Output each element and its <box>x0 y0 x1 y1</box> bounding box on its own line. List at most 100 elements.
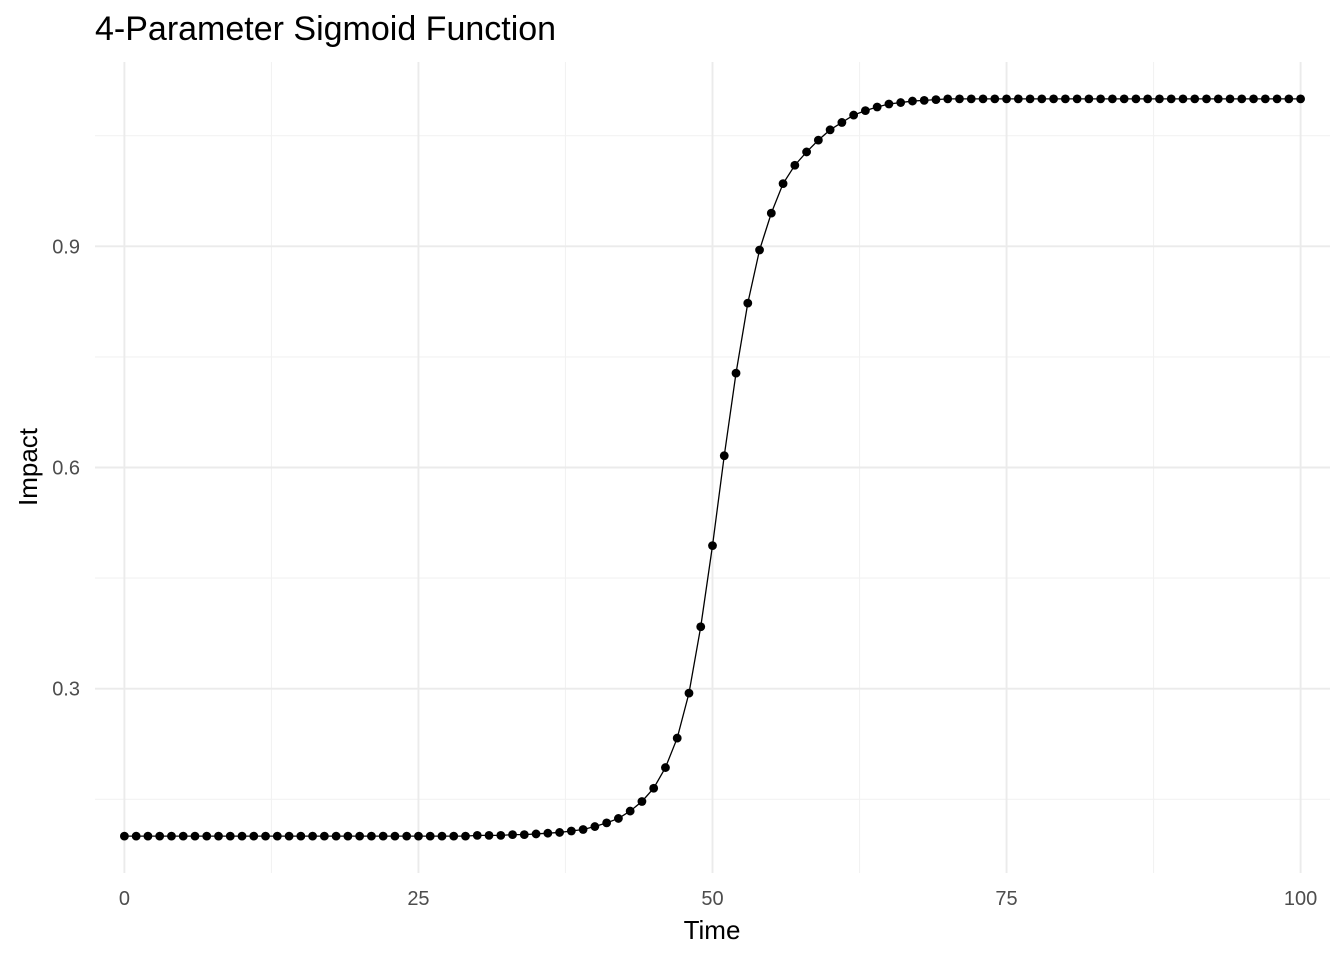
y-tick-label: 0.3 <box>52 679 80 701</box>
data-point <box>472 830 482 840</box>
data-point <box>990 94 1000 104</box>
data-point <box>790 160 800 170</box>
data-point <box>872 102 882 112</box>
data-point <box>261 831 270 841</box>
data-point <box>1072 94 1082 104</box>
data-point <box>602 818 612 828</box>
grid-lines <box>95 62 1330 873</box>
data-point <box>367 831 376 841</box>
data-point <box>1166 94 1176 104</box>
data-point <box>1096 94 1106 104</box>
data-point <box>649 783 659 793</box>
data-point <box>1225 94 1235 104</box>
data-point <box>1190 94 1200 104</box>
data-point <box>743 298 753 308</box>
data-point <box>731 368 741 378</box>
x-tick-label: 0 <box>119 888 130 910</box>
data-point <box>319 831 329 841</box>
data-point <box>1260 94 1270 104</box>
data-point <box>825 125 835 135</box>
data-point <box>1037 94 1047 104</box>
data-point <box>861 106 870 116</box>
data-point <box>155 831 165 841</box>
x-tick-label: 25 <box>407 888 429 910</box>
data-point <box>496 830 506 840</box>
data-point <box>884 99 894 109</box>
data-point <box>308 831 317 841</box>
data-point <box>1143 94 1153 104</box>
data-point <box>590 822 600 831</box>
data-point <box>1178 94 1188 104</box>
data-point <box>237 831 247 841</box>
data-point <box>1084 94 1094 104</box>
data-point <box>225 831 235 841</box>
data-point <box>978 94 988 104</box>
data-point <box>555 828 564 837</box>
data-point <box>1025 94 1035 104</box>
data-point <box>1272 94 1282 104</box>
data-point <box>1131 94 1141 104</box>
y-axis-title: Impact <box>13 427 43 506</box>
data-point <box>143 831 153 841</box>
data-point <box>414 831 423 841</box>
data-point <box>755 245 764 255</box>
data-point <box>214 831 223 841</box>
data-point <box>708 541 717 551</box>
data-point <box>331 831 341 841</box>
data-point <box>1119 94 1129 104</box>
tick-labels: 0 25 50 75 100 0.3 0.6 0.9 <box>52 236 1317 910</box>
data-point <box>272 831 282 841</box>
data-point <box>908 96 917 106</box>
data-point <box>943 94 953 104</box>
data-point <box>378 831 388 841</box>
data-point <box>896 98 906 107</box>
data-point <box>178 831 188 841</box>
y-tick-label: 0.9 <box>52 236 80 258</box>
data-point <box>966 94 976 104</box>
data-point <box>837 118 847 127</box>
data-point <box>672 733 682 743</box>
data-point <box>190 831 200 841</box>
data-point <box>461 831 470 841</box>
data-point <box>578 825 588 834</box>
data-point <box>637 797 647 806</box>
data-point <box>802 147 811 157</box>
data-point <box>1202 94 1211 104</box>
data-point <box>249 831 259 841</box>
data-point <box>661 763 670 772</box>
chart-title: 4-Parameter Sigmoid Function <box>95 10 556 48</box>
data-point <box>1060 94 1070 104</box>
data-point <box>449 831 459 841</box>
data-point <box>1108 94 1117 104</box>
data-point <box>778 179 788 189</box>
y-tick-label: 0.6 <box>52 458 80 480</box>
data-point <box>1296 94 1305 104</box>
data-point <box>849 110 859 120</box>
data-point <box>296 831 306 841</box>
data-point <box>437 831 447 841</box>
x-tick-label: 50 <box>701 888 723 910</box>
x-axis-title: Time <box>684 915 741 945</box>
data-point <box>1249 94 1258 104</box>
data-point <box>813 135 823 145</box>
data-point <box>120 831 129 841</box>
data-point <box>955 94 964 104</box>
x-tick-label: 100 <box>1284 888 1317 910</box>
data-point <box>625 806 635 816</box>
data-point <box>931 95 941 105</box>
data-point <box>566 826 576 836</box>
data-point <box>202 831 212 841</box>
data-point <box>390 831 400 841</box>
data-point <box>531 829 541 839</box>
data-point <box>519 830 529 840</box>
data-points <box>120 94 1305 841</box>
data-point <box>167 831 176 841</box>
data-point <box>1237 94 1247 104</box>
data-point <box>1049 94 1058 104</box>
data-point <box>1213 94 1223 104</box>
data-point <box>402 831 412 841</box>
data-point <box>343 831 353 841</box>
data-point <box>355 831 365 841</box>
